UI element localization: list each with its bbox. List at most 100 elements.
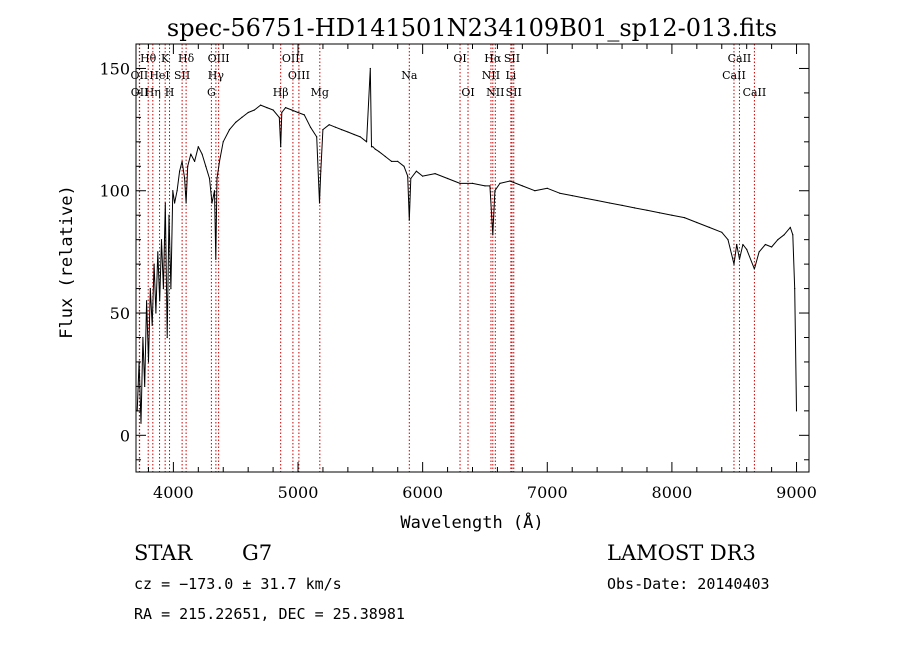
data-point [471, 182, 474, 184]
data-point [534, 190, 536, 192]
x-tick-label: 4000 [153, 483, 194, 502]
data-point [176, 190, 178, 192]
data-point [272, 109, 274, 111]
data-point [228, 129, 231, 131]
marker-label-12: Hβ [273, 86, 289, 99]
data-point [521, 185, 524, 187]
data-point [408, 219, 410, 221]
data-point [771, 246, 773, 248]
data-point [160, 239, 163, 241]
data-point [584, 197, 586, 199]
x-axis-label: Wavelength (Å) [400, 511, 543, 533]
flux-series [136, 67, 798, 424]
data-point [187, 165, 189, 167]
marker-label-18: OI [461, 86, 474, 99]
data-point [144, 385, 146, 387]
data-point [151, 324, 153, 326]
data-point [708, 226, 710, 228]
marker-label-27: CaII [743, 86, 767, 99]
data-point [795, 410, 798, 412]
data-point [266, 107, 268, 109]
marker-label-8: H [165, 86, 175, 99]
data-point [434, 173, 436, 175]
y-axis-ticks: 0 50 100 150 [99, 43, 809, 461]
data-point [764, 243, 767, 246]
data-point [303, 114, 305, 116]
series-line-0 [136, 68, 797, 424]
data-point [235, 121, 237, 123]
y-tick-label: 0 [120, 426, 130, 445]
data-point [758, 251, 760, 253]
y-tick-label: 150 [99, 59, 130, 78]
data-point [353, 133, 355, 136]
data-point [334, 126, 336, 128]
data-point [746, 248, 748, 250]
data-point [733, 263, 735, 265]
object-subclass: G7 [242, 541, 272, 565]
data-point [140, 422, 142, 424]
data-point [162, 288, 164, 290]
plot-frame [135, 43, 810, 473]
data-point [721, 231, 723, 233]
data-point [415, 170, 417, 172]
marker-label-5: Hη [145, 86, 161, 99]
marker-label-19: Hα [484, 52, 502, 65]
marker-label-24: SII [506, 86, 522, 99]
data-point [318, 202, 321, 204]
data-point [216, 177, 218, 180]
x-tick-label: 5000 [278, 483, 319, 502]
y-tick-label: 100 [99, 182, 130, 201]
data-point [571, 195, 573, 197]
data-point [410, 177, 412, 180]
x-tick-label: 8000 [652, 483, 693, 502]
data-point [621, 204, 623, 206]
data-point [157, 251, 159, 253]
marker-label-6: Hδ [178, 52, 195, 65]
data-point [489, 185, 491, 187]
data-point [492, 234, 494, 236]
data-point [546, 187, 548, 189]
marker-label-0: Hθ [140, 52, 157, 65]
spectral-line-markers [138, 44, 755, 472]
data-point [559, 192, 561, 194]
data-point [777, 239, 779, 241]
data-point [328, 124, 330, 126]
data-point [738, 258, 741, 260]
data-point [213, 190, 216, 192]
data-point [208, 177, 211, 180]
data-point [222, 141, 224, 143]
data-point [297, 111, 299, 114]
data-point [397, 160, 399, 162]
marker-label-23: Li [505, 69, 516, 82]
data-point [164, 202, 166, 204]
data-point [374, 148, 376, 150]
data-point [260, 104, 262, 106]
marker-label-13: OIII [282, 52, 304, 65]
data-point [170, 288, 172, 290]
marker-label-10: Hγ [208, 69, 225, 82]
data-point [422, 175, 424, 177]
data-point [736, 243, 738, 246]
x-tick-label: 7000 [527, 483, 568, 502]
data-point [159, 300, 161, 302]
data-point [596, 199, 598, 202]
data-point [181, 160, 183, 162]
data-point [201, 153, 203, 155]
data-point [218, 160, 221, 162]
x-axis-ticks: 4000 5000 6000 7000 8000 9000 [147, 44, 817, 502]
ra-dec: RA = 215.22651, DEC = 25.38981 [134, 605, 405, 623]
data-point [633, 207, 636, 209]
data-point [280, 146, 282, 148]
data-point [671, 214, 673, 216]
data-point [322, 129, 324, 131]
data-point [753, 268, 756, 270]
data-point [459, 182, 461, 184]
data-point [369, 67, 371, 70]
data-point [683, 217, 686, 219]
data-point [241, 116, 243, 118]
marker-label-11: G [207, 86, 216, 99]
data-point [372, 146, 374, 148]
data-point [147, 361, 150, 363]
data-point [155, 312, 157, 314]
